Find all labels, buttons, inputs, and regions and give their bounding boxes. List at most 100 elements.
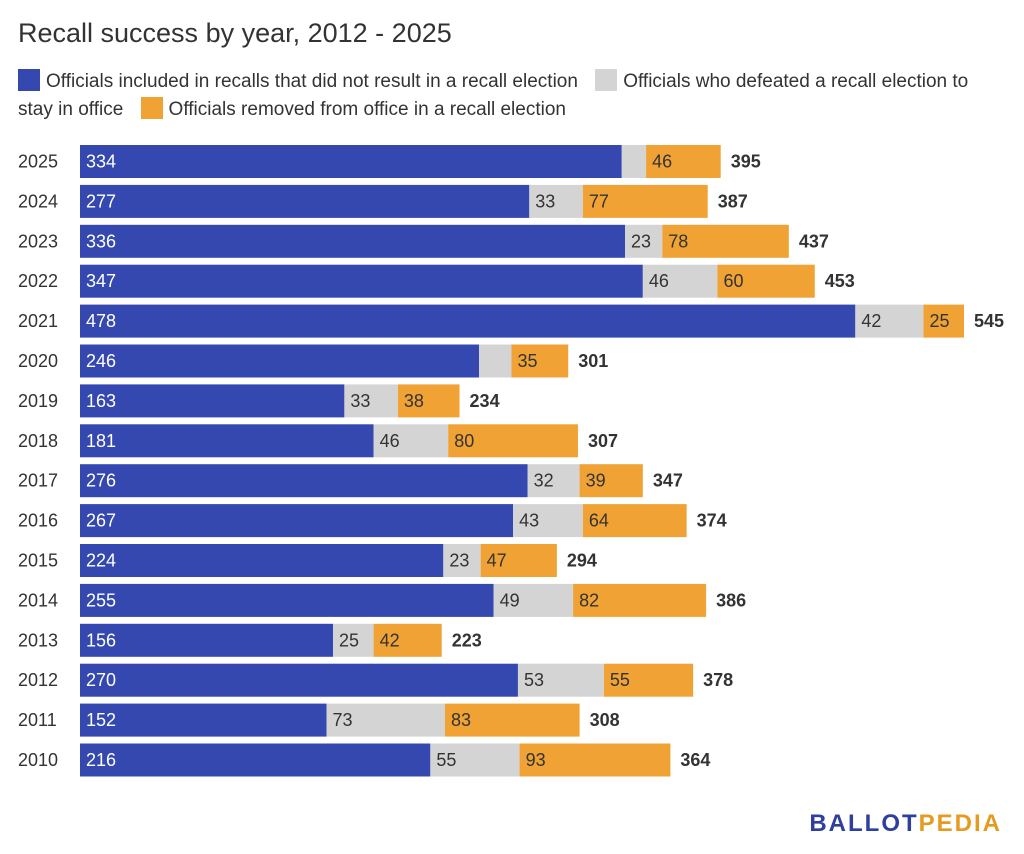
legend-label-2: Officials removed from office in a recal… bbox=[168, 99, 566, 120]
data-label: 246 bbox=[86, 351, 116, 371]
bar-segment-0 bbox=[80, 145, 622, 178]
data-label: 77 bbox=[589, 191, 609, 211]
legend-label-0: Officials included in recalls that did n… bbox=[46, 71, 578, 92]
bar-segment-1 bbox=[373, 424, 449, 458]
total-label: 395 bbox=[731, 152, 761, 172]
total-label: 545 bbox=[974, 311, 1004, 331]
data-label: 270 bbox=[86, 670, 116, 690]
bar-segment-1 bbox=[333, 623, 374, 657]
data-label: 32 bbox=[534, 471, 554, 491]
ballotpedia-logo: BALLOTPEDIA bbox=[809, 810, 1002, 838]
data-label: 55 bbox=[436, 750, 456, 770]
data-label: 33 bbox=[350, 391, 370, 411]
data-label: 334 bbox=[86, 152, 116, 172]
bar-segment-2 bbox=[582, 504, 687, 538]
total-label: 347 bbox=[653, 471, 683, 491]
data-label: 152 bbox=[86, 710, 116, 730]
bar-segment-1 bbox=[621, 145, 647, 178]
bar-segment-1 bbox=[513, 504, 583, 538]
data-label: 224 bbox=[86, 551, 116, 571]
data-label: 43 bbox=[519, 511, 539, 531]
legend-item-not-elected: Officials included in recalls that did n… bbox=[18, 69, 578, 92]
data-label: 93 bbox=[526, 750, 546, 770]
year-label: 2015 bbox=[18, 551, 58, 571]
data-label: 216 bbox=[86, 750, 116, 770]
bar-segment-2 bbox=[511, 344, 569, 378]
data-label: 347 bbox=[86, 271, 116, 291]
year-label: 2018 bbox=[18, 431, 58, 451]
legend-item-removed: Officials removed from office in a recal… bbox=[140, 97, 566, 120]
bar-segment-0 bbox=[80, 464, 528, 498]
bar-segment-2 bbox=[717, 264, 815, 298]
bar-segment-1 bbox=[479, 344, 512, 378]
total-label: 378 bbox=[703, 670, 733, 690]
data-label: 46 bbox=[380, 431, 400, 451]
year-label: 2019 bbox=[18, 391, 58, 411]
bar-segment-2 bbox=[662, 224, 789, 258]
legend: Officials included in recalls that did n… bbox=[18, 68, 1008, 124]
legend-swatch-0 bbox=[18, 69, 40, 91]
data-label: 64 bbox=[589, 511, 609, 531]
bar-segment-2 bbox=[603, 663, 694, 697]
total-label: 308 bbox=[590, 710, 620, 730]
year-label: 2013 bbox=[18, 630, 58, 650]
bar-segment-2 bbox=[646, 145, 721, 178]
data-label: 33 bbox=[535, 191, 555, 211]
data-label: 82 bbox=[579, 590, 599, 610]
data-label: 55 bbox=[610, 670, 630, 690]
bar-segment-2 bbox=[519, 743, 671, 777]
year-label: 2025 bbox=[18, 152, 58, 172]
bar-segment-1 bbox=[430, 743, 520, 777]
bar-segment-1 bbox=[642, 264, 718, 298]
total-label: 387 bbox=[718, 191, 748, 211]
year-label: 2017 bbox=[18, 471, 58, 491]
data-label: 38 bbox=[404, 391, 424, 411]
data-label: 25 bbox=[339, 630, 359, 650]
bar-segment-1 bbox=[517, 663, 604, 697]
data-label: 42 bbox=[861, 311, 881, 331]
bar-segment-2 bbox=[397, 384, 460, 418]
data-label: 46 bbox=[652, 152, 672, 172]
data-label: 39 bbox=[586, 471, 606, 491]
total-label: 364 bbox=[680, 750, 710, 770]
bar-segment-0 bbox=[80, 583, 494, 617]
data-label: 23 bbox=[449, 551, 469, 571]
year-label: 2020 bbox=[18, 351, 58, 371]
data-label: 478 bbox=[86, 311, 116, 331]
legend-item-defeated: Officials who defeated a recall election… bbox=[18, 69, 969, 120]
bar-segment-1 bbox=[344, 384, 398, 418]
data-label: 25 bbox=[929, 311, 949, 331]
data-label: 78 bbox=[668, 231, 688, 251]
bar-segment-2 bbox=[444, 703, 580, 737]
data-label: 267 bbox=[86, 511, 116, 531]
bar-segment-2 bbox=[579, 464, 643, 498]
bar-segment-0 bbox=[80, 384, 345, 418]
bar-segment-1 bbox=[855, 304, 924, 338]
year-label: 2014 bbox=[18, 590, 58, 610]
total-label: 294 bbox=[567, 551, 597, 571]
legend-swatch-1 bbox=[595, 69, 618, 91]
data-label: 73 bbox=[333, 710, 353, 730]
year-label: 2021 bbox=[18, 311, 58, 331]
year-label: 2012 bbox=[18, 670, 58, 690]
year-label: 2016 bbox=[18, 511, 58, 531]
total-label: 374 bbox=[697, 511, 727, 531]
total-label: 386 bbox=[716, 590, 746, 610]
bar-segment-2 bbox=[582, 184, 708, 218]
year-label: 2010 bbox=[18, 750, 58, 770]
bar-segment-0 bbox=[80, 703, 327, 737]
data-label: 23 bbox=[631, 231, 651, 251]
chart-title: Recall success by year, 2012 - 2025 bbox=[18, 18, 452, 48]
bar-segment-0 bbox=[80, 743, 431, 777]
bar-segment-1 bbox=[529, 184, 583, 218]
logo-part-1: BALLOT bbox=[809, 810, 919, 837]
total-label: 437 bbox=[799, 231, 829, 251]
bar-segment-0 bbox=[80, 424, 374, 458]
bar-segment-1 bbox=[326, 703, 445, 737]
legend-label-1: Officials who defeated a recall election… bbox=[18, 71, 969, 120]
bar-segment-2 bbox=[923, 304, 964, 338]
total-label: 223 bbox=[452, 630, 482, 650]
bar-segment-0 bbox=[80, 224, 625, 258]
data-label: 80 bbox=[454, 431, 474, 451]
